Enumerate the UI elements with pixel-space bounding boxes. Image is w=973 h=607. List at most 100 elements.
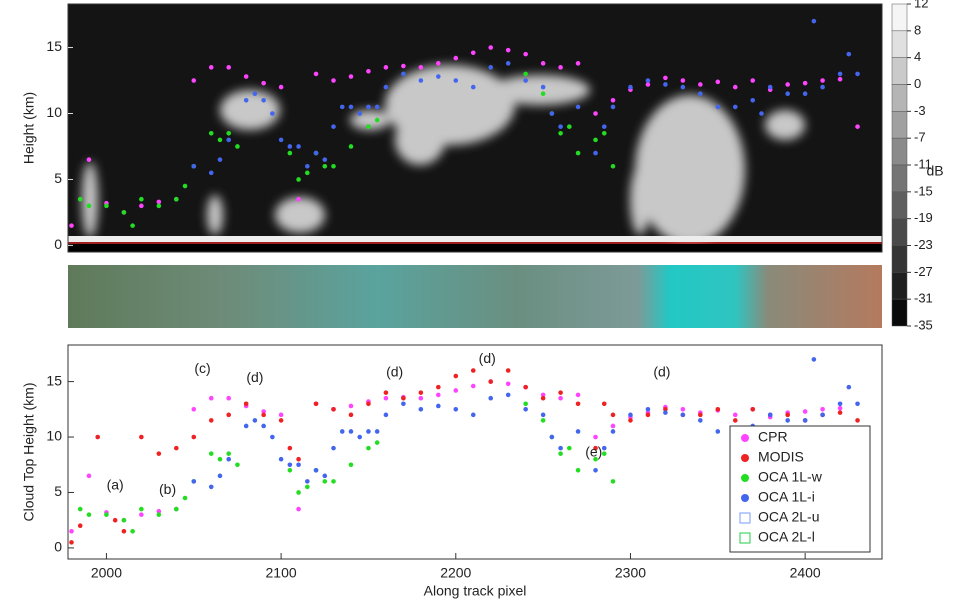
scatter-point bbox=[331, 479, 336, 484]
scatter-point bbox=[122, 518, 127, 523]
scatter-point bbox=[401, 401, 406, 406]
scatter-point bbox=[436, 385, 441, 390]
colorbar-band bbox=[892, 111, 907, 138]
scatter-point bbox=[130, 529, 135, 534]
x-axis-label: Along track pixel bbox=[424, 583, 527, 599]
y-tick-label: 15 bbox=[46, 372, 62, 388]
scatter-point bbox=[122, 529, 127, 534]
x-tick-label: 2300 bbox=[615, 565, 646, 581]
scatter-point bbox=[506, 368, 511, 373]
radar-overlay-point bbox=[157, 200, 162, 205]
scatter-point bbox=[419, 407, 424, 412]
radar-overlay-point bbox=[218, 157, 223, 162]
radar-overlay-point bbox=[681, 85, 686, 90]
colorbar-tick-label: 4 bbox=[914, 49, 921, 64]
scatter-point bbox=[331, 407, 336, 412]
colorbar-band bbox=[892, 85, 907, 112]
x-tick-label: 2400 bbox=[790, 565, 821, 581]
scatter-point bbox=[270, 435, 275, 440]
y-tick-label: 0 bbox=[54, 236, 62, 252]
scatter-point bbox=[523, 407, 528, 412]
scatter-point bbox=[785, 418, 790, 423]
annotation: (d) bbox=[653, 363, 670, 379]
subsurface bbox=[68, 244, 882, 252]
radar-overlay-point bbox=[349, 74, 354, 79]
radar-overlay-point bbox=[157, 204, 162, 209]
radar-overlay-point bbox=[628, 85, 633, 90]
radar-overlay-point bbox=[87, 157, 92, 162]
scatter-point bbox=[838, 406, 843, 411]
ground-echo bbox=[68, 236, 882, 242]
radar-overlay-point bbox=[349, 105, 354, 110]
scatter-point bbox=[471, 368, 476, 373]
radar-overlay-point bbox=[375, 118, 380, 123]
scatter-point bbox=[174, 446, 179, 451]
radar-overlay-point bbox=[331, 124, 336, 129]
colorbar-tick-label: -11 bbox=[914, 156, 932, 171]
scatter-point bbox=[191, 407, 196, 412]
radar-overlay-point bbox=[698, 82, 703, 87]
radar-overlay-point bbox=[733, 105, 738, 110]
scatter-point bbox=[191, 479, 196, 484]
radar-overlay-point bbox=[567, 124, 572, 129]
radar-overlay-point bbox=[506, 61, 511, 66]
radar-overlay-point bbox=[209, 65, 214, 70]
scatter-point bbox=[113, 518, 118, 523]
radar-overlay-point bbox=[366, 69, 371, 74]
colorbar-band bbox=[892, 219, 907, 246]
radar-overlay-point bbox=[593, 111, 598, 116]
colorbar-tick-label: -27 bbox=[914, 264, 933, 279]
scatter-point bbox=[366, 401, 371, 406]
y-tick-label: 5 bbox=[54, 170, 62, 186]
colorbar-tick-label: -19 bbox=[914, 210, 933, 225]
scatter-point bbox=[366, 446, 371, 451]
scatter-point bbox=[576, 393, 581, 398]
scatter-point bbox=[235, 462, 240, 467]
radar-overlay-point bbox=[401, 64, 406, 69]
colorbar-tick-label: -15 bbox=[914, 183, 933, 198]
scatter-point bbox=[288, 468, 293, 473]
radar-overlay-point bbox=[314, 151, 319, 156]
colorbar-tick-label: -31 bbox=[914, 291, 933, 306]
figure: Height (km) dB Cloud Top Height (km) Alo… bbox=[0, 0, 973, 602]
scatter-point bbox=[331, 446, 336, 451]
radar-overlay-point bbox=[838, 77, 843, 82]
radar-overlay-point bbox=[453, 78, 458, 83]
y-tick-label: 15 bbox=[46, 38, 62, 54]
radar-overlay-point bbox=[78, 197, 83, 202]
radar-overlay-point bbox=[139, 197, 144, 202]
scatter-point bbox=[322, 479, 327, 484]
radar-overlay-point bbox=[244, 98, 249, 103]
radar-overlay-point bbox=[226, 138, 231, 143]
colorbar-tick-label: 8 bbox=[914, 22, 921, 37]
radar-overlay-point bbox=[838, 72, 843, 77]
radar-overlay-point bbox=[331, 78, 336, 83]
colorbar-tick-label: 0 bbox=[914, 76, 921, 91]
scatter-point bbox=[611, 429, 616, 434]
scatter-point bbox=[768, 413, 773, 418]
scatter-point bbox=[87, 474, 92, 479]
scatter-point bbox=[78, 523, 83, 528]
radar-overlay-point bbox=[296, 144, 301, 149]
scatter-point bbox=[453, 407, 458, 412]
scatter-point bbox=[646, 407, 651, 412]
scatter-point bbox=[558, 446, 563, 451]
colorbar-tick-label: -35 bbox=[914, 317, 933, 332]
radar-overlay-point bbox=[331, 164, 336, 169]
scatter-point bbox=[558, 396, 563, 401]
radar-overlay-point bbox=[209, 171, 214, 176]
radar-overlay-point bbox=[523, 52, 528, 57]
scatter-point bbox=[218, 474, 223, 479]
radar-overlay-point bbox=[847, 52, 852, 57]
radar-overlay-point bbox=[288, 144, 293, 149]
scatter-point bbox=[305, 485, 310, 490]
scatter-point bbox=[602, 451, 607, 456]
scatter-point bbox=[349, 462, 354, 467]
scatter-point bbox=[209, 485, 214, 490]
radar-overlay-point bbox=[523, 72, 528, 77]
scatter-point bbox=[296, 490, 301, 495]
scatter-point bbox=[602, 401, 607, 406]
colorbar-tick-label: -3 bbox=[914, 103, 926, 118]
colorbar-band bbox=[892, 165, 907, 192]
scatter-point bbox=[296, 457, 301, 462]
